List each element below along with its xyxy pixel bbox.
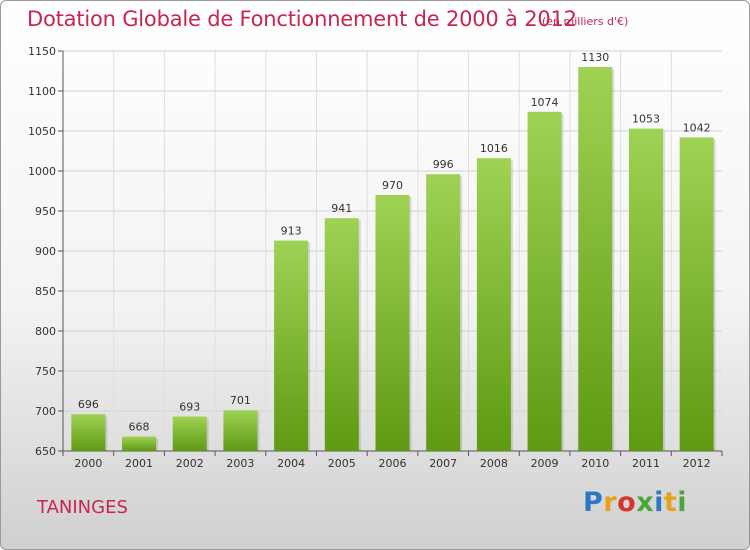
x-tick-label: 2011: [632, 457, 660, 470]
value-label: 996: [433, 158, 454, 171]
logo-letter: r: [603, 487, 618, 518]
x-tick-label: 2012: [683, 457, 711, 470]
value-label: 970: [382, 179, 403, 192]
x-tick-label: 2001: [125, 457, 153, 470]
y-tick-label: 750: [35, 365, 56, 378]
unit-label: (en milliers d'€): [542, 15, 629, 28]
value-label: 696: [78, 398, 99, 411]
bar-2012[interactable]: [679, 137, 714, 451]
chart-title: Dotation Globale de Fonctionnement de 20…: [27, 7, 577, 31]
bar-2010[interactable]: [578, 67, 613, 451]
bar-2009[interactable]: [527, 111, 562, 452]
bar-2004[interactable]: [274, 240, 309, 451]
y-tick-label: 850: [35, 285, 56, 298]
logo-letter: o: [617, 487, 637, 518]
x-tick-label: 2000: [74, 457, 102, 470]
bar-2006[interactable]: [375, 195, 410, 451]
y-tick-label: 1150: [28, 45, 56, 58]
bar-2005[interactable]: [324, 218, 359, 451]
x-tick-label: 2007: [429, 457, 457, 470]
x-tick-label: 2009: [531, 457, 559, 470]
y-tick-label: 1050: [28, 125, 56, 138]
value-label: 1130: [581, 51, 609, 64]
x-tick-label: 2008: [480, 457, 508, 470]
bars: [71, 67, 716, 452]
value-label: 1053: [632, 113, 660, 126]
logo-letter: i: [677, 487, 688, 518]
value-label: 1074: [531, 96, 559, 109]
y-tick-label: 650: [35, 445, 56, 458]
y-tick-label: 950: [35, 205, 56, 218]
value-label: 913: [281, 225, 302, 238]
value-label: 701: [230, 394, 251, 407]
x-tick-label: 2005: [328, 457, 356, 470]
x-tick-label: 2004: [277, 457, 305, 470]
bar-2003[interactable]: [223, 410, 258, 451]
value-label: 1016: [480, 142, 508, 155]
logo-letter: P: [583, 487, 604, 518]
y-tick-label: 1000: [28, 165, 56, 178]
y-tick-label: 700: [35, 405, 56, 418]
logo-letter: i: [654, 487, 664, 518]
bar-2002[interactable]: [172, 416, 207, 451]
value-label: 1042: [683, 121, 711, 134]
x-tick-label: 2010: [581, 457, 609, 470]
x-tick-label: 2006: [379, 457, 407, 470]
y-tick-label: 900: [35, 245, 56, 258]
bar-2007[interactable]: [426, 174, 461, 451]
value-label: 668: [129, 421, 150, 434]
value-label: 693: [179, 401, 200, 414]
logo-letter: x: [636, 487, 655, 518]
bar-2000[interactable]: [71, 414, 106, 451]
labels: 650 700 750 800 850 900 950 1000 1050 1100 1150 696…: [28, 45, 711, 470]
commune-name: TANINGES: [37, 497, 128, 518]
bar-2011[interactable]: [628, 128, 663, 451]
y-tick-label: 800: [35, 325, 56, 338]
x-tick-label: 2002: [176, 457, 204, 470]
y-tick-label: 1100: [28, 85, 56, 98]
bar-2001[interactable]: [122, 436, 157, 451]
proxiti-logo[interactable]: Proxiti: [583, 487, 687, 518]
bar-2008[interactable]: [476, 158, 511, 451]
value-label: 941: [331, 202, 352, 215]
x-tick-label: 2003: [226, 457, 254, 470]
logo-letter: t: [663, 487, 678, 518]
